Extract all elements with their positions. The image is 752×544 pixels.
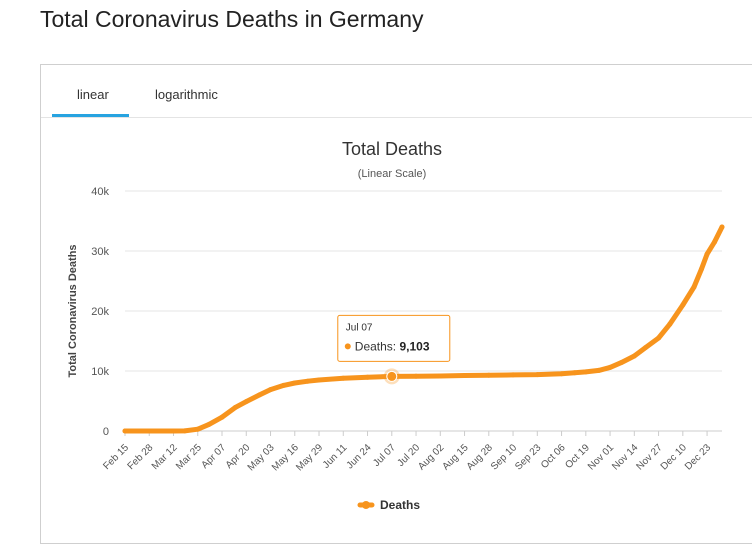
y-tick-label: 10k	[91, 366, 109, 378]
x-tick-label: Jun 24	[345, 442, 374, 471]
data-point[interactable]	[206, 421, 212, 427]
x-tick-label: Aug 15	[440, 442, 470, 472]
y-axis-ticks: 0 10k 20k 30k 40k	[91, 186, 109, 438]
data-point[interactable]	[281, 382, 287, 388]
data-point[interactable]	[292, 380, 298, 386]
legend-series-marker	[362, 501, 370, 509]
data-point[interactable]	[219, 414, 225, 420]
x-tick-label: Jul 07	[371, 442, 398, 469]
data-point[interactable]	[712, 239, 718, 245]
data-point[interactable]	[559, 371, 565, 377]
tab-logarithmic[interactable]: logarithmic	[155, 87, 218, 102]
data-point[interactable]	[618, 360, 624, 366]
y-tick-label: 40k	[91, 186, 109, 198]
tooltip-label: Deaths: 9,103	[355, 339, 430, 353]
x-tick-label: Dec 23	[683, 442, 713, 472]
chart-svg: Total Deaths (Linear Scale) Total Corona…	[67, 139, 725, 512]
data-point[interactable]	[534, 372, 540, 378]
data-point[interactable]	[413, 373, 419, 379]
data-point[interactable]	[365, 374, 371, 380]
x-tick-label: Mar 25	[174, 442, 204, 472]
tooltip-value: 9,103	[399, 339, 429, 353]
data-point[interactable]	[704, 251, 710, 257]
tooltip: Jul 07 Deaths: 9,103	[337, 314, 451, 362]
data-point[interactable]	[486, 372, 492, 378]
chart-title: Total Deaths	[342, 139, 442, 159]
tooltip-box	[337, 314, 451, 362]
data-point[interactable]	[462, 373, 468, 378]
tooltip-date: Jul 07	[346, 322, 373, 333]
data-point[interactable]	[195, 426, 201, 432]
x-tick-label: Aug 28	[465, 442, 495, 472]
y-tick-label: 30k	[91, 246, 109, 258]
x-tick-label: Nov 14	[610, 442, 640, 472]
x-tick-label: Jun 11	[321, 442, 350, 471]
tooltip-label-text: Deaths:	[355, 339, 400, 353]
gridlines	[125, 190, 722, 432]
data-point[interactable]	[596, 367, 602, 373]
data-point[interactable]	[583, 369, 589, 375]
data-point[interactable]	[643, 345, 649, 351]
data-point[interactable]	[268, 387, 274, 393]
data-point[interactable]	[232, 405, 238, 411]
x-tick-label: Aug 02	[416, 442, 446, 472]
tab-linear[interactable]: linear	[77, 87, 109, 102]
legend[interactable]: Deaths	[357, 498, 420, 512]
data-point[interactable]	[572, 370, 578, 376]
data-point[interactable]	[719, 224, 725, 230]
data-point[interactable]	[631, 353, 637, 359]
data-point[interactable]	[437, 373, 443, 379]
data-point[interactable]	[316, 377, 322, 383]
x-tick-label: Sep 10	[489, 442, 519, 472]
data-point[interactable]	[171, 428, 177, 434]
scale-tabs: linear logarithmic	[41, 65, 752, 118]
x-tick-label: Nov 27	[635, 442, 665, 472]
tooltip-series-dot	[344, 343, 351, 350]
x-tick-label: Feb 28	[126, 442, 156, 472]
data-point[interactable]	[340, 375, 346, 381]
data-point[interactable]	[305, 378, 311, 384]
y-tick-label: 0	[103, 426, 109, 438]
data-point[interactable]	[122, 428, 128, 434]
data-point[interactable]	[698, 266, 704, 272]
chart-panel: linear logarithmic Total Deaths (Linear …	[40, 64, 752, 544]
x-tick-label: Nov 01	[586, 442, 616, 472]
x-tick-label: Feb 15	[101, 442, 131, 472]
x-tick-label: Sep 23	[513, 442, 543, 472]
data-point[interactable]	[691, 284, 697, 290]
x-tick-label: May 29	[294, 442, 325, 473]
x-tick-label: Mar 12	[150, 442, 180, 472]
data-point[interactable]	[510, 372, 516, 378]
data-point[interactable]	[182, 428, 188, 434]
chart-subtitle: (Linear Scale)	[358, 168, 426, 180]
series-layer	[122, 224, 725, 434]
y-tick-label: 20k	[91, 306, 109, 318]
page-title: Total Coronavirus Deaths in Germany	[40, 6, 424, 32]
data-point[interactable]	[607, 364, 613, 370]
x-tick-label: Dec 10	[659, 442, 689, 472]
data-point[interactable]	[243, 399, 249, 405]
active-tab-indicator	[52, 114, 129, 117]
hover-point[interactable]	[386, 370, 398, 382]
y-axis-title: Total Coronavirus Deaths	[67, 244, 79, 377]
data-point[interactable]	[680, 302, 686, 308]
x-tick-label: Apr 07	[200, 442, 229, 471]
legend-label-deaths[interactable]: Deaths	[380, 498, 420, 512]
data-point[interactable]	[256, 392, 262, 398]
data-point[interactable]	[667, 321, 673, 327]
x-tick-label: Oct 06	[539, 442, 568, 471]
data-point[interactable]	[656, 335, 662, 341]
